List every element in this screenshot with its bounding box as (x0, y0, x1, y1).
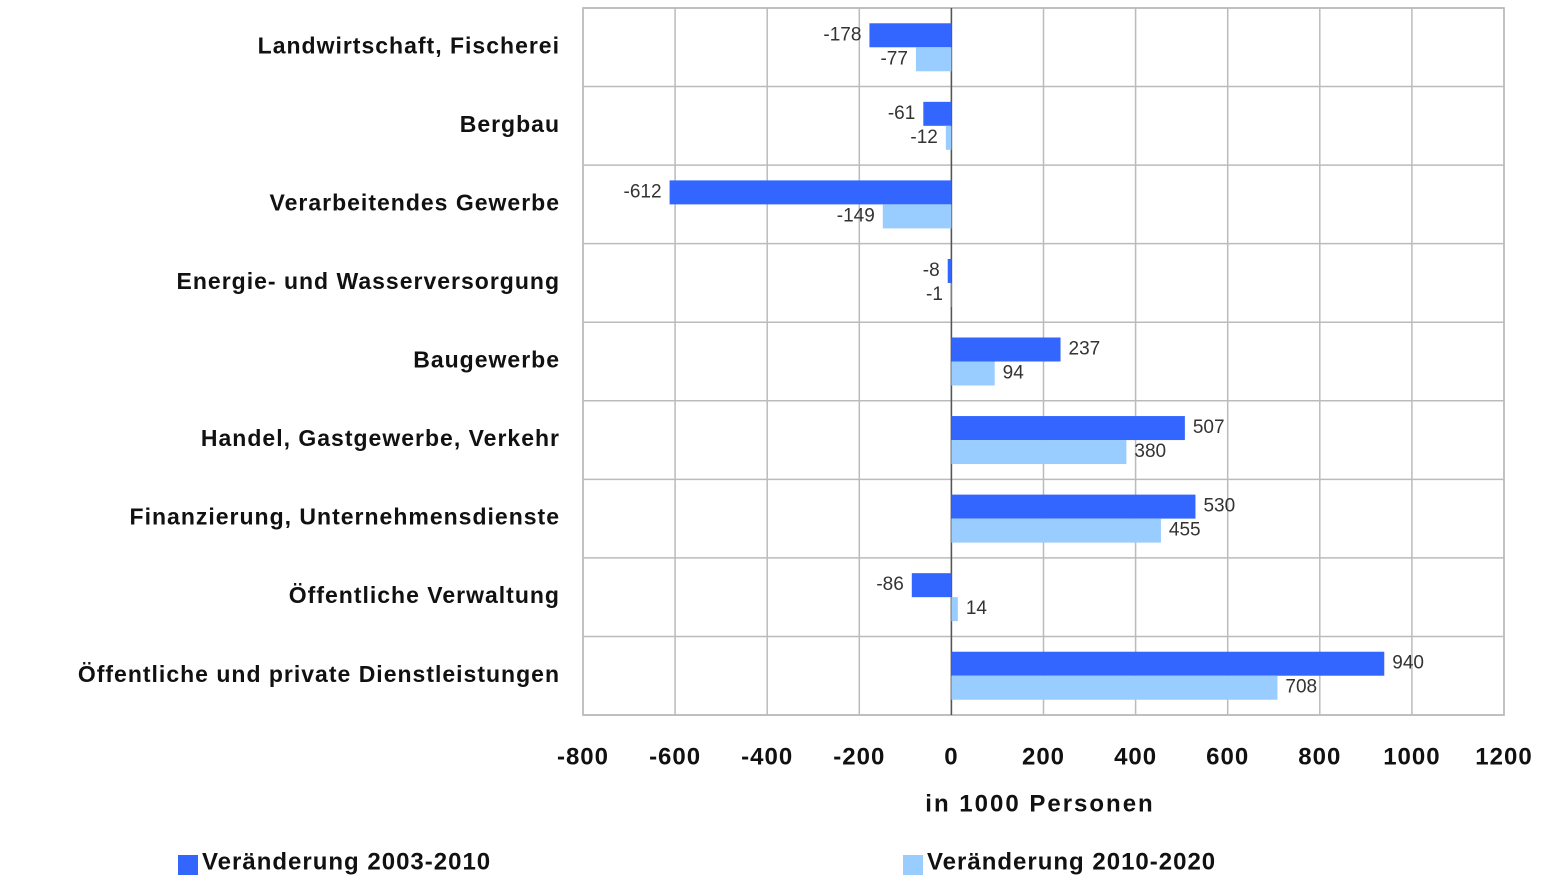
bar (951, 361, 995, 386)
x-tick-label: 400 (1114, 743, 1157, 770)
bar (951, 651, 1385, 676)
bar (951, 337, 1061, 362)
x-tick-label: -800 (557, 743, 609, 770)
legend-swatch (178, 855, 198, 875)
y-tick-label: Bergbau (460, 111, 560, 137)
x-tick-label: 0 (944, 743, 958, 770)
y-tick-label: Verarbeitendes Gewerbe (270, 189, 560, 215)
bar (869, 23, 952, 48)
bar (882, 204, 952, 229)
y-tick-label: Öffentliche Verwaltung (289, 582, 560, 608)
data-label: -12 (910, 127, 937, 148)
bar (947, 258, 952, 283)
data-label: -612 (624, 181, 662, 202)
data-label: -8 (923, 260, 940, 281)
x-tick-label: 800 (1298, 743, 1341, 770)
data-label: 380 (1134, 441, 1166, 462)
y-tick-label: Finanzierung, Unternehmensdienste (130, 504, 560, 530)
x-tick-label: -200 (833, 743, 885, 770)
data-label: 94 (1003, 363, 1025, 384)
bar (945, 125, 952, 150)
data-label: 530 (1203, 496, 1235, 517)
bar (669, 180, 952, 205)
data-label: 507 (1193, 417, 1225, 438)
data-label: -178 (823, 24, 861, 45)
data-label: 940 (1392, 653, 1424, 674)
legend-label: Veränderung 2003-2010 (202, 848, 491, 875)
legend-label: Veränderung 2010-2020 (927, 848, 1216, 875)
bar (923, 101, 952, 126)
y-tick-label: Handel, Gastgewerbe, Verkehr (201, 425, 560, 451)
data-label: 14 (966, 598, 988, 619)
bar (951, 675, 1278, 700)
y-tick-label: Öffentliche und private Dienstleistungen (78, 661, 560, 687)
bar (951, 416, 1185, 441)
legend-swatch (903, 855, 923, 875)
x-tick-label: 200 (1022, 743, 1065, 770)
x-axis-label: in 1000 Personen (925, 790, 1154, 817)
bar (951, 494, 1196, 519)
data-label: -86 (876, 574, 903, 595)
data-label: 708 (1285, 677, 1317, 698)
y-tick-label: Energie- und Wasserversorgung (177, 268, 560, 294)
x-tick-label: 1000 (1383, 743, 1440, 770)
data-label: -77 (880, 48, 907, 69)
x-tick-label: -400 (741, 743, 793, 770)
data-label: 237 (1069, 339, 1101, 360)
bar (951, 597, 958, 622)
bar (911, 573, 952, 598)
y-tick-label: Landwirtschaft, Fischerei (258, 32, 560, 58)
data-label: 455 (1169, 520, 1201, 541)
x-tick-label: 1200 (1475, 743, 1532, 770)
x-tick-label: 600 (1206, 743, 1249, 770)
data-label: -1 (926, 284, 943, 305)
data-label: -61 (888, 103, 915, 124)
bar (915, 47, 952, 72)
x-tick-label: -600 (649, 743, 701, 770)
bar (951, 518, 1161, 543)
bar (951, 440, 1127, 465)
data-label: -149 (837, 205, 875, 226)
y-tick-label: Baugewerbe (413, 347, 560, 373)
